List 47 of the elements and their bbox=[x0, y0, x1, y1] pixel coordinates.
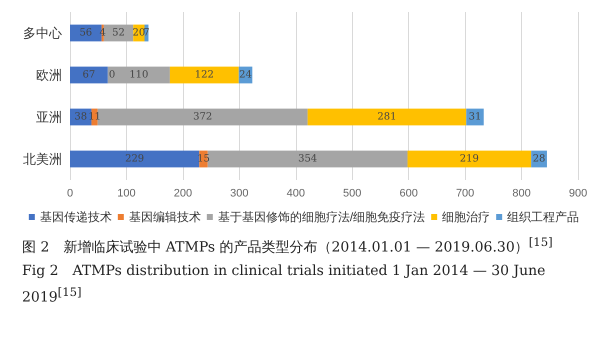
x-tick-label: 300 bbox=[230, 188, 249, 200]
data-label: 122 bbox=[194, 70, 214, 80]
data-label: 67 bbox=[82, 70, 96, 80]
y-tick-label: 北美洲 bbox=[23, 152, 62, 166]
y-tick-label: 多中心 bbox=[23, 26, 62, 40]
x-tick-label: 800 bbox=[512, 188, 531, 200]
bar bbox=[308, 108, 466, 126]
x-tick-label: 0 bbox=[66, 188, 74, 200]
data-label: 38 bbox=[74, 112, 88, 122]
x-tick-label: 200 bbox=[174, 188, 192, 200]
x-tick-label: 600 bbox=[399, 188, 418, 200]
bar bbox=[104, 24, 134, 42]
x-tick-label: 400 bbox=[286, 188, 305, 200]
data-label: 4 bbox=[100, 28, 106, 38]
bar bbox=[70, 150, 200, 168]
caption: 图 2 新增临床试验中 ATMPs 的产品类型分布（2014.01.01 — 2019.06.30）$^{[15]}$ bbox=[22, 234, 554, 258]
data-label: 52 bbox=[112, 28, 125, 38]
legend-label: 组织工程产品 bbox=[507, 210, 580, 224]
data-label: 229 bbox=[125, 154, 144, 164]
data-label: 281 bbox=[377, 112, 396, 122]
bar bbox=[208, 150, 408, 168]
legend-label: 基于基因修饰的细胞疗法/细胞免疫疗法 bbox=[218, 210, 426, 224]
x-tick-label: 700 bbox=[456, 188, 474, 200]
data-label: 20 bbox=[132, 28, 146, 38]
data-label: 56 bbox=[79, 28, 92, 38]
bar bbox=[108, 66, 170, 84]
x-tick-label: 900 bbox=[568, 188, 588, 200]
data-label: 219 bbox=[460, 154, 479, 164]
legend-label: 细胞治疗 bbox=[442, 210, 490, 224]
x-tick-label: 100 bbox=[117, 188, 136, 200]
data-label: 28 bbox=[532, 154, 546, 164]
data-label: 24 bbox=[239, 70, 252, 80]
caption: Fig 2 ATMPs distribution in clinical trials initiated 1 Jan 2014 — 30 June 2019$^{[15]}$ bbox=[22, 262, 546, 308]
legend-label: 基因传递技术 bbox=[40, 210, 112, 224]
data-label: 372 bbox=[193, 112, 212, 122]
data-label: 354 bbox=[298, 154, 318, 164]
bar bbox=[408, 150, 532, 168]
y-tick-label: 亚洲 bbox=[36, 110, 62, 124]
x-tick-label: 500 bbox=[343, 188, 362, 200]
bar bbox=[70, 66, 108, 84]
legend-label: 基因编辑技术 bbox=[128, 210, 201, 224]
bar bbox=[170, 66, 239, 84]
annotation: 0 bbox=[108, 70, 116, 80]
bar bbox=[98, 108, 308, 126]
data-label: 31 bbox=[468, 112, 482, 122]
y-tick-label: 欧洲 bbox=[36, 68, 62, 82]
data-label: 110 bbox=[129, 70, 148, 80]
